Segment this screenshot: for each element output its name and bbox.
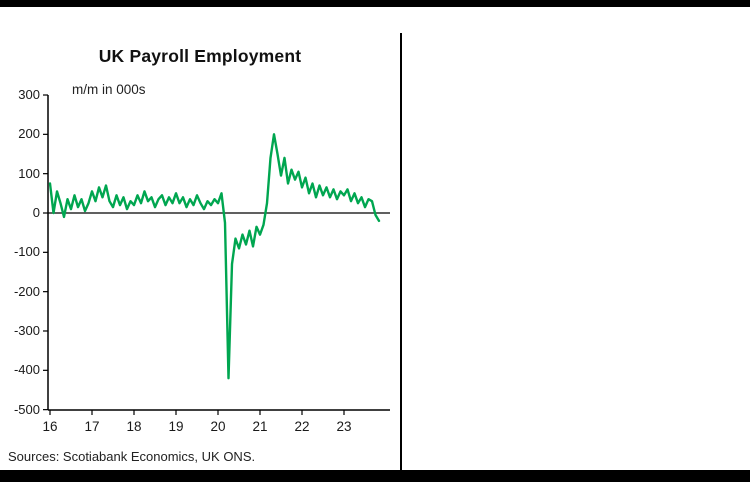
x-tick-label: 20 bbox=[210, 419, 226, 434]
top-border-bar bbox=[0, 0, 750, 7]
y-tick-label: -500 bbox=[13, 401, 40, 417]
chart-title: UK Payroll Employment bbox=[98, 46, 302, 66]
x-tick-label: 22 bbox=[294, 419, 310, 434]
x-axis-labels: 16 17 18 19 20 21 22 23 bbox=[42, 419, 352, 434]
x-tick-label: 17 bbox=[84, 419, 100, 434]
y-tick-label: 300 bbox=[18, 87, 40, 102]
y-tick-label: 200 bbox=[18, 126, 40, 142]
y-tick-label: -100 bbox=[13, 244, 40, 260]
x-tick-label: 23 bbox=[336, 419, 352, 434]
chart-units-label: m/m in 000s bbox=[72, 82, 146, 97]
sources-note: Sources: Scotiabank Economics, UK ONS. bbox=[8, 449, 256, 464]
y-tick-label: -300 bbox=[13, 322, 40, 338]
bottom-border-bar bbox=[0, 470, 750, 482]
x-tick-label: 19 bbox=[168, 419, 184, 434]
x-tick-label: 16 bbox=[42, 419, 58, 434]
y-tick-label: 100 bbox=[18, 165, 40, 181]
y-tick-label: 0 bbox=[32, 205, 40, 220]
y-tick-label: -200 bbox=[13, 283, 40, 299]
y-axis-labels: 300 200 100 0 -100 -200 -300 -400 -500 bbox=[0, 0, 40, 482]
y-tick-label: -400 bbox=[13, 362, 40, 378]
x-tick-label: 21 bbox=[252, 419, 268, 434]
panel-divider-line bbox=[400, 33, 402, 470]
x-tick-label: 18 bbox=[126, 419, 142, 434]
